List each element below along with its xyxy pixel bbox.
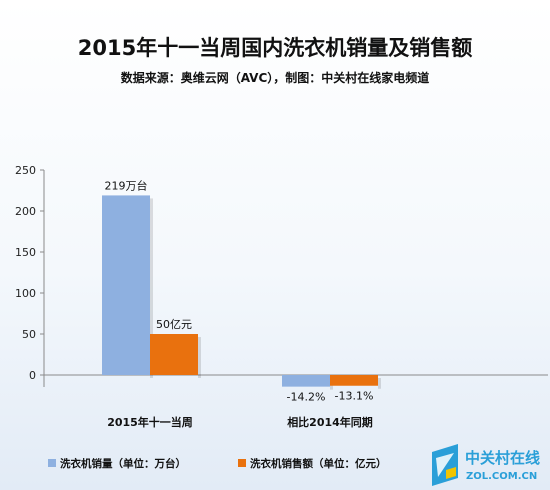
zol-logo-icon	[432, 444, 458, 486]
y-tick-label: 50	[22, 328, 36, 341]
data-labels: 219万台 -14.2% 50亿元 -13.1%	[105, 178, 374, 403]
data-label: -13.1%	[335, 390, 374, 403]
data-label: -14.2%	[287, 391, 326, 404]
watermark-logo: 中关村在线 ZOL.COM.CN	[432, 444, 540, 486]
bar-shadow	[378, 378, 381, 389]
y-axis: 0 50 100 150 200 250	[15, 164, 45, 387]
y-tick-label: 250	[15, 164, 36, 177]
legend-swatch	[238, 459, 246, 467]
legend: 洗衣机销量（单位：万台） 洗衣机销售额（单位：亿元）	[48, 457, 387, 470]
chart-subtitle: 数据来源：奥维云网（AVC），制图：中关村在线家电频道	[121, 70, 430, 85]
legend-label: 洗衣机销售额（单位：亿元）	[250, 457, 387, 470]
watermark-url: ZOL.COM.CN	[466, 471, 537, 482]
plot-area	[102, 195, 381, 390]
data-label: 50亿元	[156, 318, 192, 331]
legend-label: 洗衣机销量（单位：万台）	[60, 457, 186, 470]
watermark-text: 中关村在线	[465, 449, 540, 467]
category-labels: 2015年十一当周 相比2014年同期	[107, 415, 373, 429]
bar	[282, 375, 330, 387]
y-tick-label: 200	[15, 205, 36, 218]
bar	[330, 375, 378, 386]
bar	[102, 195, 150, 375]
y-tick-label: 150	[15, 246, 36, 259]
y-tick-label: 0	[29, 369, 36, 382]
bar	[150, 334, 198, 375]
x-category-label: 相比2014年同期	[287, 415, 373, 429]
chart-title: 2015年十一当周国内洗衣机销量及销售额	[78, 36, 472, 60]
bar-shadow	[198, 337, 201, 378]
data-label: 219万台	[105, 178, 148, 192]
y-tick-label: 100	[15, 287, 36, 300]
bar-shadow	[150, 198, 153, 378]
x-category-label: 2015年十一当周	[107, 415, 193, 429]
legend-swatch	[48, 459, 56, 467]
